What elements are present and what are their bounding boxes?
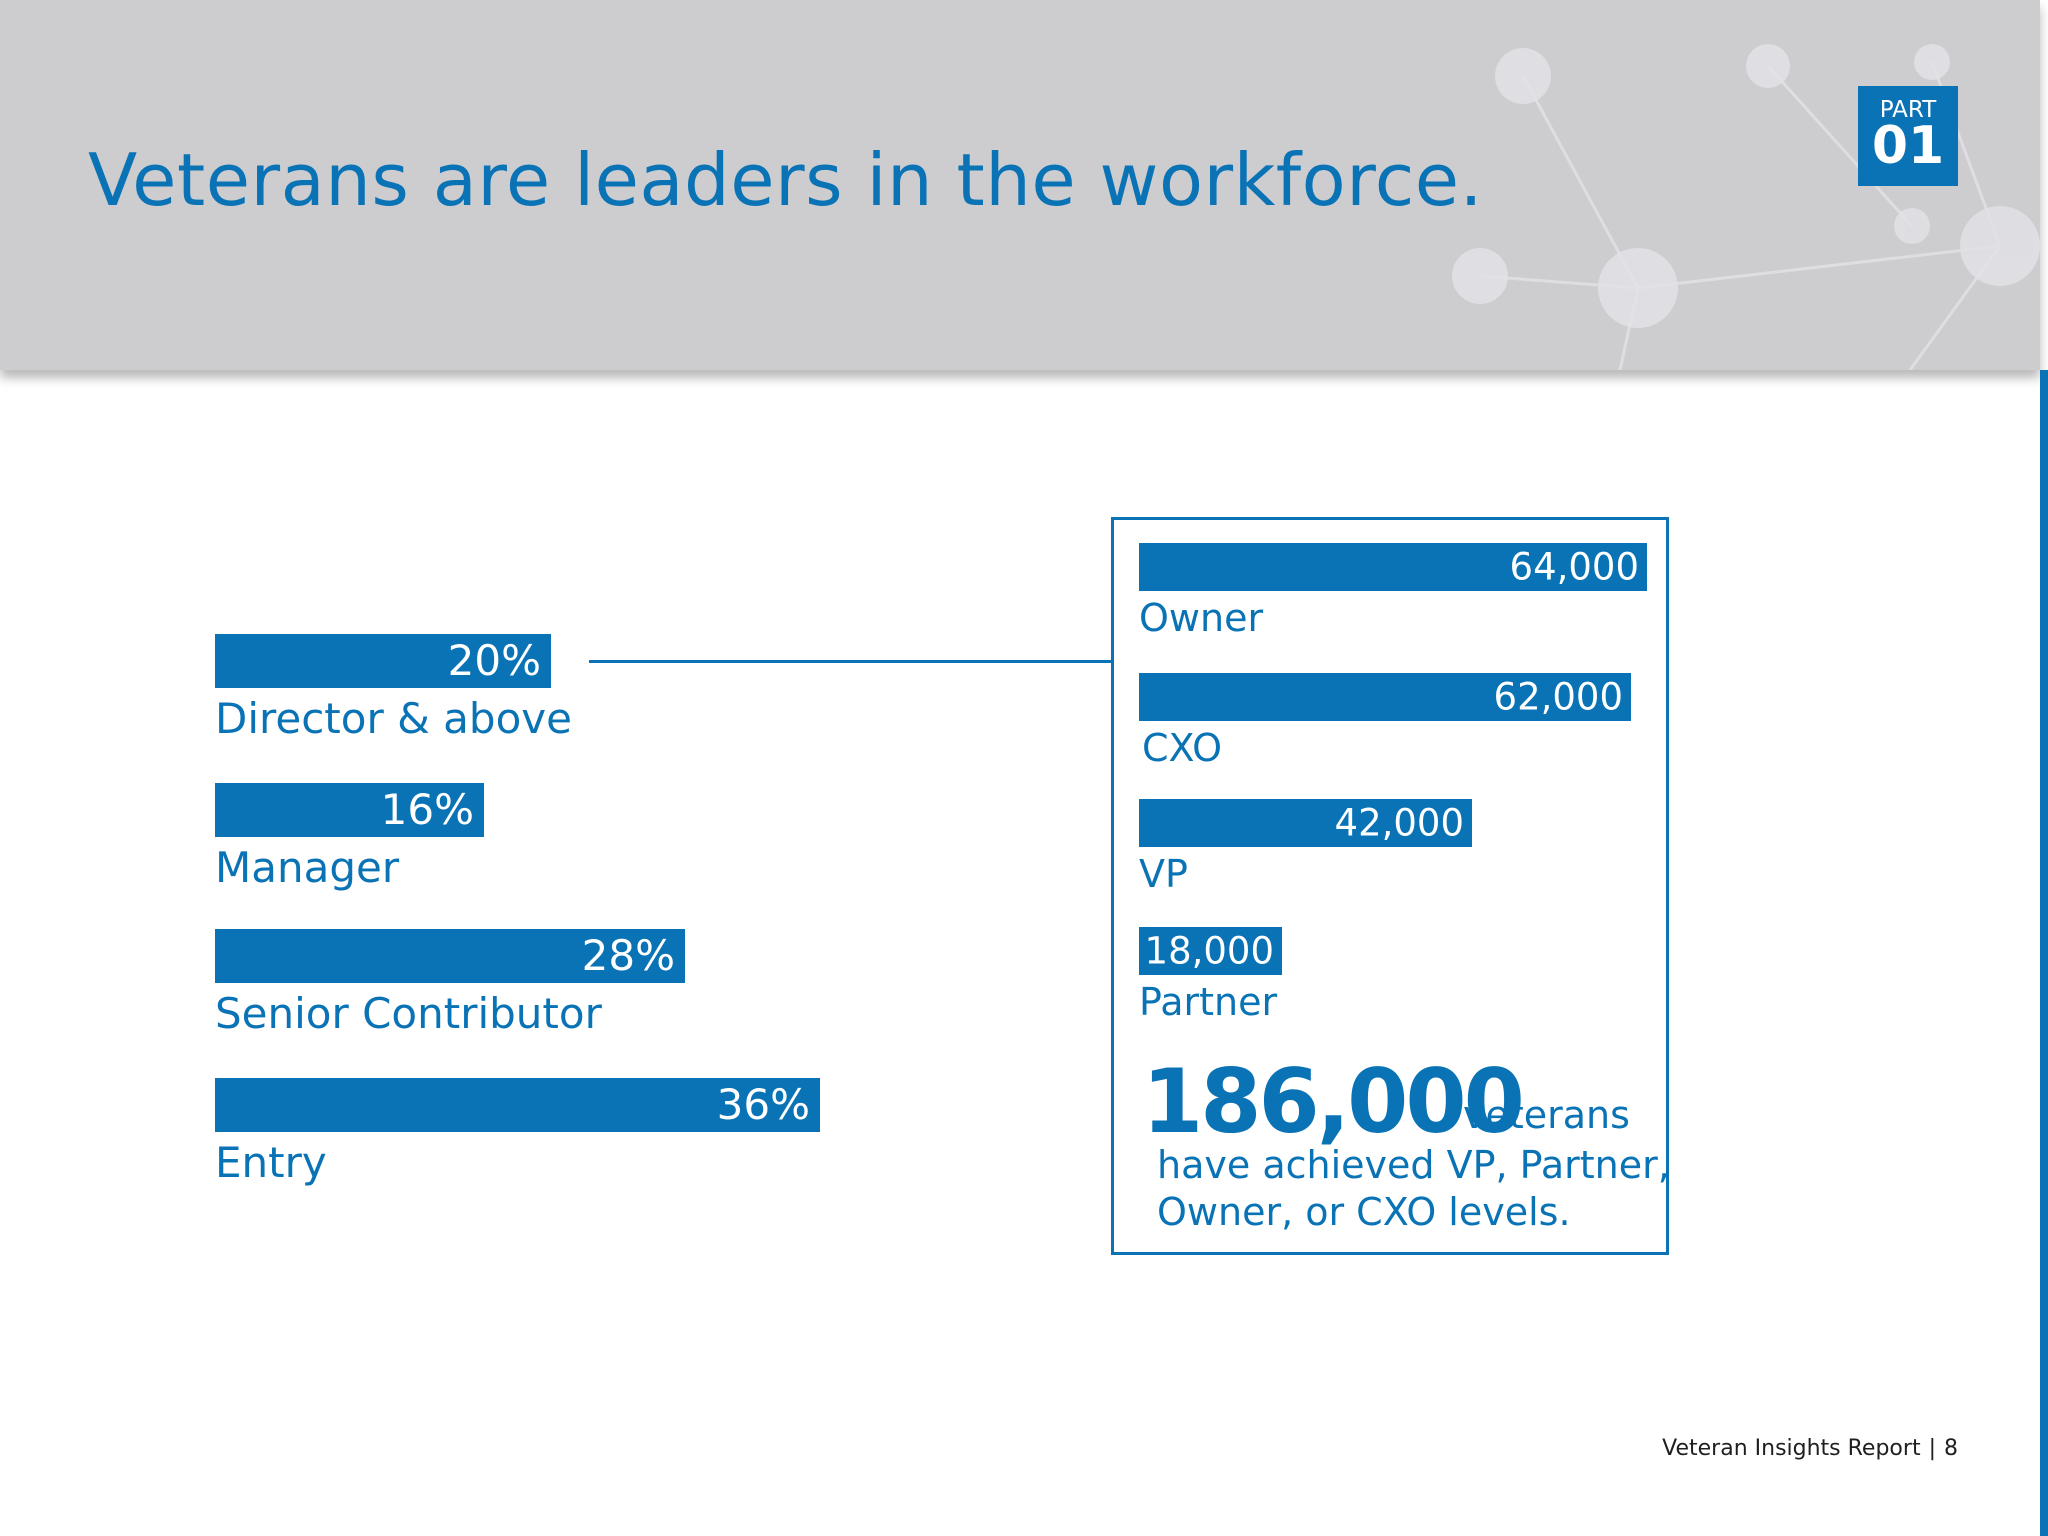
right-category-label: CXO bbox=[1142, 726, 1223, 770]
connector-line bbox=[589, 660, 1111, 663]
left-bar-value-label: 20% bbox=[447, 636, 541, 685]
left-category-label: Entry bbox=[215, 1138, 327, 1187]
left-category-label: Manager bbox=[215, 843, 400, 892]
footer-report-name: Veteran Insights Report bbox=[1662, 1436, 1921, 1461]
page-title: Veterans are leaders in the workforce. bbox=[88, 138, 1483, 222]
senior-levels-box bbox=[1111, 517, 1669, 1255]
right-edge-accent bbox=[2040, 370, 2048, 1536]
left-bar-value-label: 16% bbox=[380, 785, 474, 834]
right-category-label: VP bbox=[1139, 852, 1188, 896]
right-bar: 62,000 bbox=[1139, 673, 1631, 721]
right-bar-value-label: 18,000 bbox=[1144, 929, 1274, 973]
left-bar-value-label: 28% bbox=[581, 931, 675, 980]
footer-separator: | bbox=[1928, 1436, 1936, 1461]
left-bar: 20% bbox=[215, 634, 551, 688]
left-category-label: Senior Contributor bbox=[215, 989, 602, 1038]
part-label: PART bbox=[1879, 97, 1937, 123]
left-category-label: Director & above bbox=[215, 694, 572, 743]
summary-line-2: Owner, or CXO levels. bbox=[1157, 1190, 1571, 1234]
right-bar: 42,000 bbox=[1139, 799, 1472, 847]
right-bar: 18,000 bbox=[1139, 927, 1282, 975]
summary-number: 186,000 bbox=[1142, 1050, 1525, 1153]
left-bar: 28% bbox=[215, 929, 685, 983]
right-bar-value-label: 42,000 bbox=[1334, 801, 1464, 845]
right-bar-value-label: 64,000 bbox=[1509, 545, 1639, 589]
right-bar-value-label: 62,000 bbox=[1493, 675, 1623, 719]
footer-page-number: 8 bbox=[1944, 1436, 1958, 1461]
left-bar: 16% bbox=[215, 783, 484, 837]
right-category-label: Owner bbox=[1139, 596, 1264, 640]
part-badge: PART 01 bbox=[1858, 86, 1958, 186]
left-bar-value-label: 36% bbox=[716, 1080, 810, 1129]
right-category-label: Partner bbox=[1139, 980, 1278, 1024]
footer: Veteran Insights Report | 8 bbox=[1662, 1436, 1958, 1461]
right-bar: 64,000 bbox=[1139, 543, 1647, 591]
summary-line-1: have achieved VP, Partner, bbox=[1157, 1143, 1670, 1187]
header-banner: Veterans are leaders in the workforce. P… bbox=[0, 0, 2040, 370]
part-number: 01 bbox=[1871, 116, 1945, 176]
summary-suffix: veterans bbox=[1463, 1093, 1630, 1137]
left-bar: 36% bbox=[215, 1078, 820, 1132]
